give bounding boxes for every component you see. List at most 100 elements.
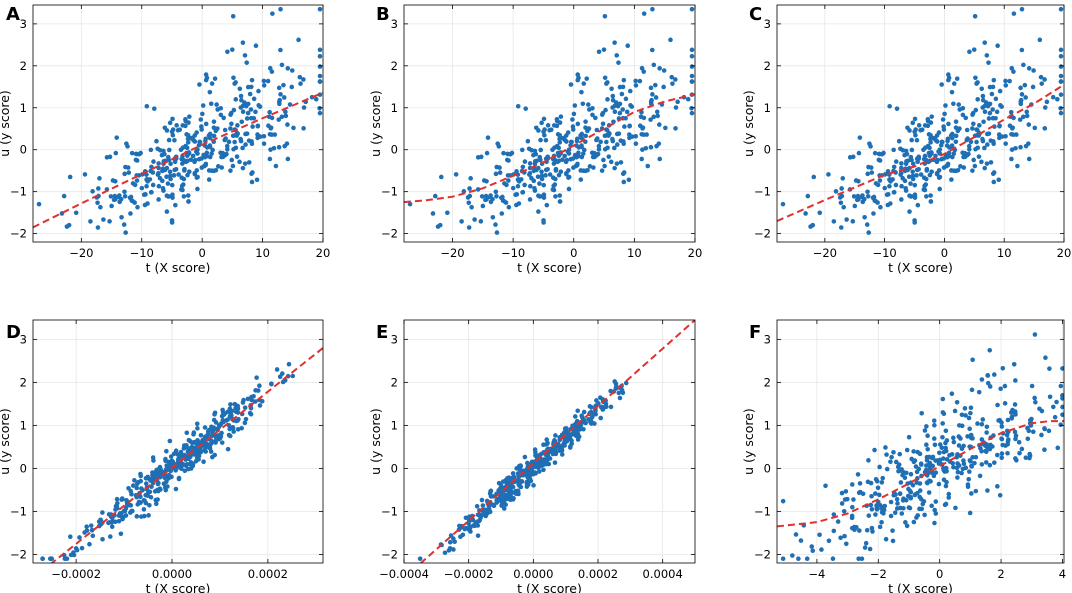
data-point	[232, 139, 237, 145]
data-point	[893, 182, 899, 188]
data-point	[254, 177, 260, 183]
data-point	[151, 458, 156, 463]
y-axis-label: u (y score)	[741, 408, 756, 475]
data-point	[608, 404, 614, 410]
data-point	[541, 116, 547, 122]
data-point	[209, 433, 215, 439]
data-point	[195, 437, 200, 443]
data-point	[639, 65, 645, 71]
x-tick-label: −2	[870, 567, 887, 581]
panel-letter: D	[6, 322, 21, 343]
data-point	[223, 136, 228, 141]
data-point	[463, 515, 469, 521]
panel-letter: F	[749, 322, 761, 343]
data-point	[648, 144, 654, 150]
x-axis-label: t (X score)	[888, 581, 953, 593]
data-point	[568, 82, 574, 87]
data-point	[317, 6, 323, 12]
x-tick-label: −0.0004	[379, 567, 429, 581]
data-point	[657, 156, 663, 162]
data-point	[544, 441, 550, 447]
data-point	[245, 110, 251, 116]
data-point	[879, 519, 884, 525]
data-point	[475, 187, 481, 192]
data-point	[203, 449, 208, 454]
data-point	[998, 386, 1003, 392]
data-point	[988, 138, 994, 143]
data-point	[506, 178, 511, 183]
data-point	[559, 452, 565, 457]
data-point	[209, 151, 214, 156]
data-point	[144, 183, 149, 189]
data-point	[611, 145, 617, 151]
data-point	[156, 197, 161, 202]
data-point	[122, 189, 127, 195]
data-point	[890, 538, 896, 544]
data-point	[618, 160, 624, 165]
data-point	[212, 452, 218, 458]
data-point	[912, 116, 918, 122]
data-point	[649, 47, 655, 53]
data-point	[897, 491, 903, 496]
data-point	[178, 147, 184, 153]
data-point	[480, 503, 486, 508]
data-point	[253, 399, 258, 404]
data-point	[201, 459, 206, 465]
x-tick-label: 0	[199, 246, 206, 260]
data-point	[445, 210, 450, 216]
data-point	[944, 163, 949, 169]
data-point	[249, 141, 255, 146]
data-point	[278, 92, 283, 97]
data-point	[556, 145, 562, 151]
data-point	[627, 123, 632, 129]
data-point	[201, 163, 207, 169]
data-point	[566, 435, 571, 441]
data-point	[205, 429, 211, 434]
data-point	[231, 107, 237, 113]
data-point	[670, 81, 675, 86]
data-point	[919, 462, 924, 467]
data-point	[1058, 383, 1064, 389]
data-point	[617, 110, 623, 116]
data-point	[831, 512, 837, 517]
data-point	[933, 153, 938, 159]
data-point	[974, 133, 980, 138]
data-point	[132, 200, 137, 205]
data-point	[903, 185, 908, 191]
data-point	[908, 181, 913, 186]
data-point	[637, 78, 643, 84]
data-point	[838, 225, 844, 230]
data-point	[603, 107, 608, 113]
fit-curve	[33, 91, 323, 229]
data-point	[257, 403, 263, 408]
data-point	[888, 179, 893, 184]
data-point	[568, 156, 574, 162]
data-point	[233, 97, 239, 102]
y-axis-label: u (y score)	[368, 408, 383, 475]
data-point	[949, 177, 954, 182]
data-point	[970, 126, 975, 131]
data-point	[929, 114, 935, 119]
panel-f: −4 −2 0 2 4 −2 −1 0 1 2 3 t (X score) u (y score) F	[741, 319, 1066, 593]
data-point	[1037, 406, 1042, 412]
data-point	[943, 483, 949, 489]
data-point	[864, 222, 870, 227]
data-point	[865, 171, 870, 177]
data-point	[1047, 366, 1052, 371]
data-point	[472, 217, 477, 222]
data-point	[243, 142, 248, 147]
data-point	[661, 84, 666, 90]
data-point	[562, 438, 568, 444]
data-point	[943, 501, 949, 507]
data-point	[581, 409, 587, 415]
data-point	[987, 347, 993, 353]
data-point	[922, 512, 927, 518]
data-point	[944, 143, 950, 148]
x-axis-label: t (X score)	[146, 260, 211, 275]
data-point	[214, 436, 219, 441]
data-point	[267, 109, 272, 115]
data-point	[992, 372, 997, 377]
data-point	[486, 506, 492, 512]
data-point	[1051, 404, 1056, 410]
